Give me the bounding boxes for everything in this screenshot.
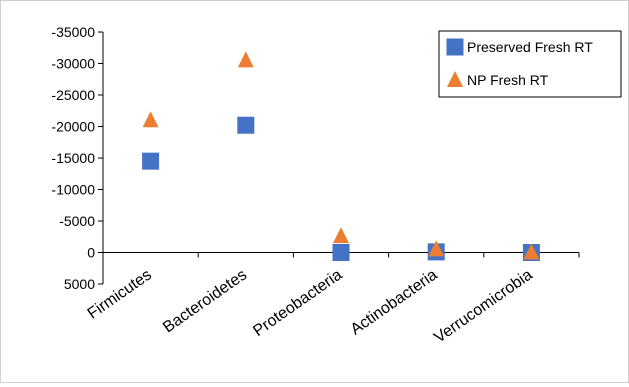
- legend-label: NP Fresh RT: [467, 72, 549, 88]
- x-axis: Firmicutes Bacteroidetes Proteobacteria Act…: [85, 252, 580, 347]
- preserved-fresh-rt-point: [332, 244, 350, 261]
- preserved-fresh-rt-point: [237, 116, 255, 134]
- legend-marker: [447, 71, 463, 87]
- y-tick-label: -25000: [51, 87, 95, 103]
- legend-box: [438, 30, 622, 98]
- x-category-label: Firmicutes: [85, 266, 155, 322]
- x-category-label: Bacteroidetes: [160, 266, 250, 336]
- legend-marker: [446, 38, 464, 56]
- data-points: [142, 51, 540, 261]
- legend-label: Preserved Fresh RT: [467, 39, 593, 55]
- np-fresh-rt-point: [237, 51, 254, 68]
- preserved-fresh-rt-point: [142, 152, 160, 170]
- y-tick-label: -20000: [51, 119, 95, 135]
- y-tick-label: 0: [87, 245, 95, 261]
- y-tick-label: 5000: [64, 276, 95, 292]
- x-category-label: Proteobacteria: [250, 266, 345, 340]
- y-tick-label: -5000: [59, 213, 95, 229]
- y-tick-label: -35000: [51, 24, 95, 40]
- np-fresh-rt-point: [333, 227, 349, 244]
- y-axis: -35000 -30000 -25000 -20000 -15000 -10000 -500…: [51, 24, 104, 292]
- np-fresh-rt-point: [523, 243, 540, 260]
- np-fresh-rt-point: [428, 240, 445, 257]
- y-tick-label: -10000: [51, 182, 95, 198]
- x-category-label: Actinobacteria: [348, 266, 441, 338]
- legend: Preserved Fresh RT NP Fresh RT: [438, 30, 622, 98]
- x-category-label: Verrucomicrobia: [431, 266, 536, 346]
- y-tick-label: -15000: [51, 150, 95, 166]
- np-fresh-rt-point: [142, 111, 159, 128]
- y-tick-label: -30000: [51, 56, 95, 72]
